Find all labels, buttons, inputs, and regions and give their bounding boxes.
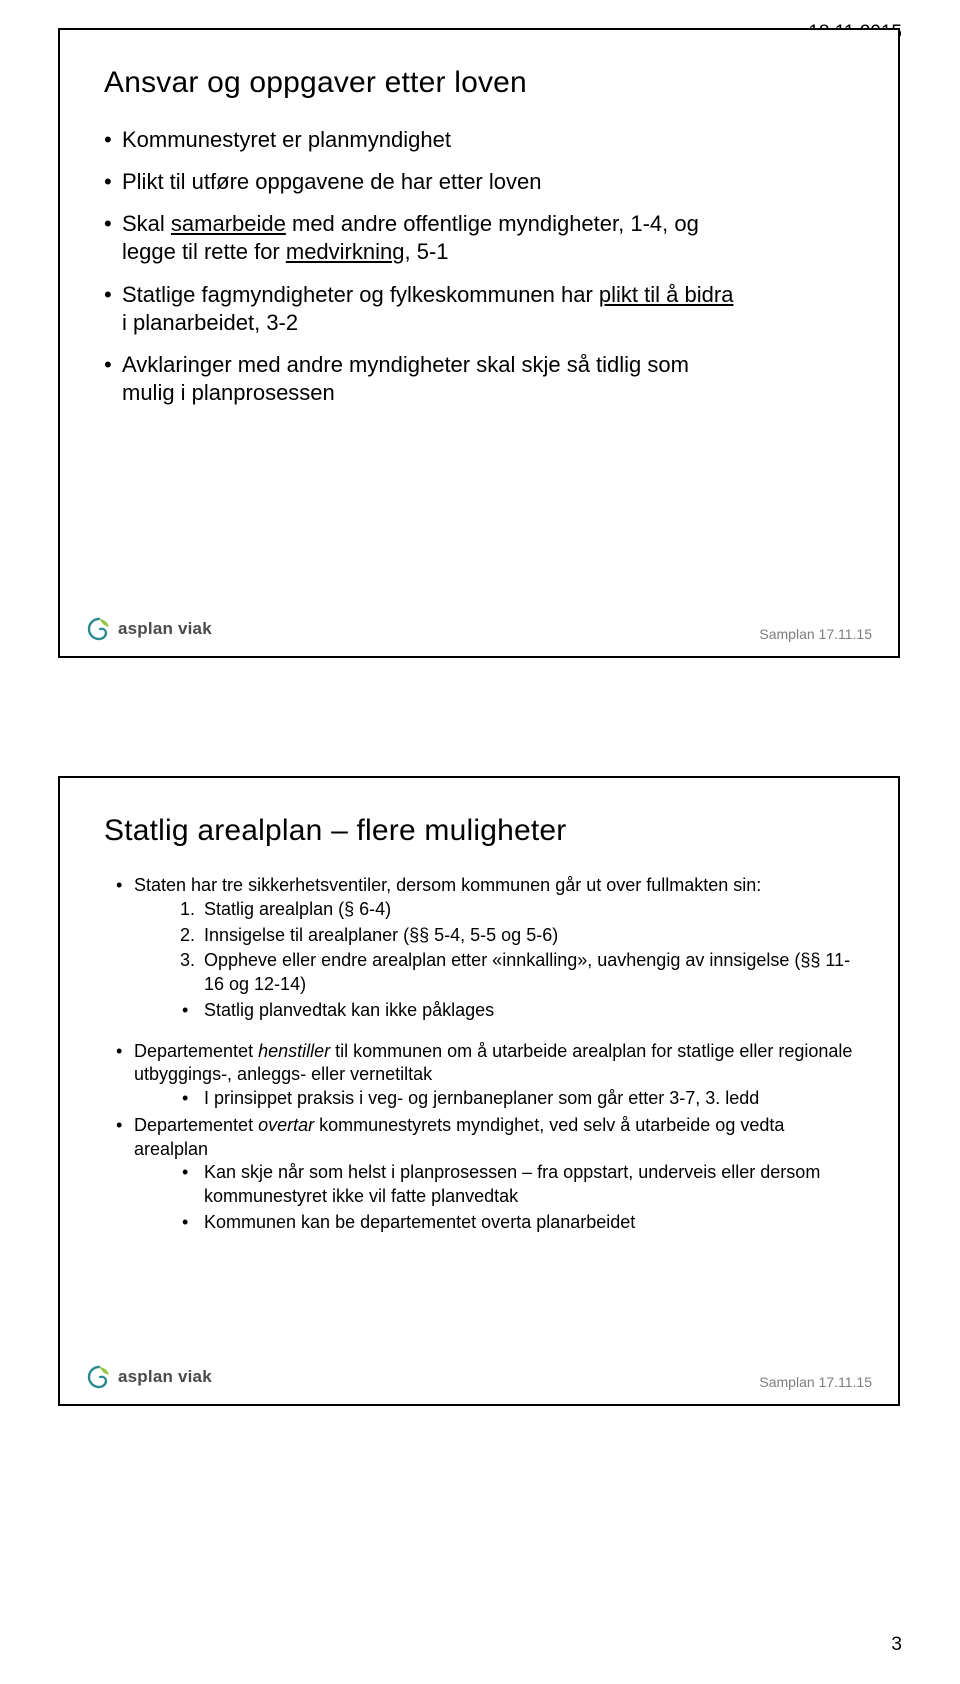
second-block-2-subs: Kan skje når som helst i planprosessen –… [134, 1161, 854, 1234]
slide-2-lead-bullet: Staten har tre sikkerhetsventiler, derso… [104, 874, 854, 1023]
bullet-text-part: Skal [122, 211, 171, 236]
numbered-item-3: 3.Oppheve eller endre arealplan etter «i… [134, 949, 854, 997]
slide-1-bullet-4: Statlige fagmyndigheter og fylkeskommune… [104, 281, 854, 337]
page-number: 3 [891, 1634, 902, 1656]
slide-2-after-numbered: Statlig planvedtak kan ikke påklages [134, 999, 854, 1023]
slide-1-footer: Samplan 17.11.15 [759, 626, 872, 642]
sub-bullet-text: I prinsippet praksis i veg- og jernbanep… [204, 1088, 759, 1108]
sub-bullet-text: Kommunen kan be departementet overta pla… [204, 1212, 635, 1232]
bullet-text-part: Statlige fagmyndigheter og fylkeskommune… [122, 282, 599, 307]
sub-bullet: Kommunen kan be departementet overta pla… [134, 1211, 854, 1235]
slide-1: Ansvar og oppgaver etter loven Kommunest… [58, 28, 900, 658]
leaf-spiral-icon [86, 1364, 112, 1390]
slide-2: Statlig arealplan – flere muligheter Sta… [58, 776, 900, 1406]
bullet-text-underline: medvirkning [286, 239, 405, 264]
bullet-text-part: i planarbeidet, 3-2 [122, 309, 854, 337]
bullet-text-part: med andre offentlige myndigheter, 1-4, o… [286, 211, 699, 236]
second-block-item-1: Departementet henstiller til kommunen om… [104, 1040, 854, 1111]
slide-2-numbered: 1.Statlig arealplan (§ 6-4) 2.Innsigelse… [134, 898, 854, 997]
numbered-item-1: 1.Statlig arealplan (§ 6-4) [134, 898, 854, 922]
slide-1-bullets: Kommunestyret er planmyndighet Plikt til… [104, 126, 854, 407]
text-part: Departementet [134, 1115, 258, 1135]
slide-1-bullet-2: Plikt til utføre oppgavene de har etter … [104, 168, 854, 196]
bullet-text-part: legge til rette for [122, 239, 286, 264]
bullet-text: Kommunestyret er planmyndighet [122, 127, 451, 152]
bullet-text: Staten har tre sikkerhetsventiler, derso… [134, 875, 761, 895]
sub-bullet-text: Statlig planvedtak kan ikke påklages [204, 1000, 494, 1020]
brand-logo: asplan viak [86, 616, 212, 642]
bullet-text-part: mulig i planprosessen [122, 379, 854, 407]
text-part: Departementet [134, 1041, 258, 1061]
brand-logo: asplan viak [86, 1364, 212, 1390]
slide-1-bullet-5: Avklaringer med andre myndigheter skal s… [104, 351, 854, 407]
text-emphasis: overtar [258, 1115, 314, 1135]
sub-bullet-text: Kan skje når som helst i planprosessen –… [204, 1162, 820, 1206]
numbered-item-2: 2.Innsigelse til arealplaner (§§ 5-4, 5-… [134, 924, 854, 948]
second-block-1-subs: I prinsippet praksis i veg- og jernbanep… [134, 1087, 854, 1111]
slide-1-bullet-1: Kommunestyret er planmyndighet [104, 126, 854, 154]
leaf-spiral-icon [86, 616, 112, 642]
bullet-text-underline: samarbeide [171, 211, 286, 236]
slide-2-title: Statlig arealplan – flere muligheter [104, 814, 854, 848]
numbered-text: Oppheve eller endre arealplan etter «inn… [204, 950, 850, 994]
slide-2-lead: Staten har tre sikkerhetsventiler, derso… [104, 874, 854, 1023]
bullet-text: Plikt til utføre oppgavene de har etter … [122, 169, 541, 194]
brand-logo-text: asplan viak [118, 1367, 212, 1387]
slide-2-second-block: Departementet henstiller til kommunen om… [104, 1040, 854, 1235]
bullet-text-part: Avklaringer med andre myndigheter skal s… [122, 352, 689, 377]
page-container: 18.11.2015 Ansvar og oppgaver etter love… [0, 0, 960, 1684]
text-emphasis: henstiller [258, 1041, 330, 1061]
bullet-text-part: , 5-1 [404, 239, 448, 264]
sub-bullet: Statlig planvedtak kan ikke påklages [134, 999, 854, 1023]
slide-1-title: Ansvar og oppgaver etter loven [104, 66, 854, 100]
brand-logo-text: asplan viak [118, 619, 212, 639]
slide-2-footer: Samplan 17.11.15 [759, 1374, 872, 1390]
slide-1-bullet-3: Skal samarbeide med andre offentlige myn… [104, 210, 854, 266]
second-block-item-2: Departementet overtar kommunestyrets myn… [104, 1114, 854, 1235]
sub-bullet: Kan skje når som helst i planprosessen –… [134, 1161, 854, 1209]
numbered-text: Statlig arealplan (§ 6-4) [204, 899, 391, 919]
bullet-text-underline: plikt til å bidra [599, 282, 734, 307]
numbered-text: Innsigelse til arealplaner (§§ 5-4, 5-5 … [204, 925, 558, 945]
sub-bullet: I prinsippet praksis i veg- og jernbanep… [134, 1087, 854, 1111]
